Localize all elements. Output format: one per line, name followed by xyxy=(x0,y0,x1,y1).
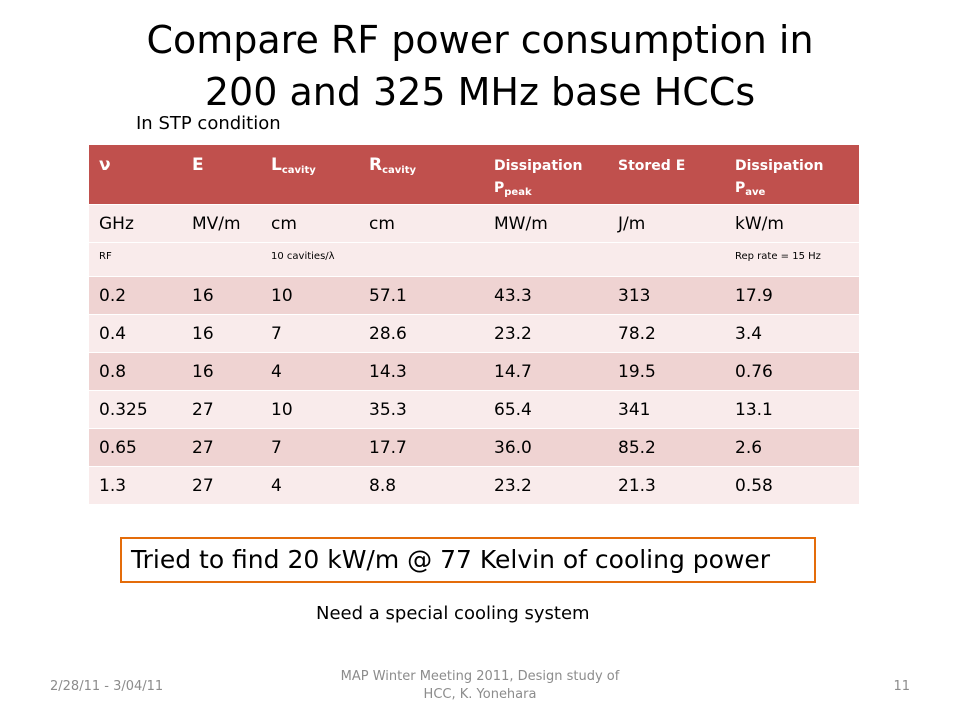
header-frequency: ν xyxy=(89,145,182,205)
table-cell: 14.7 xyxy=(484,352,608,391)
title-line-2: 200 and 325 MHz base HCCs xyxy=(204,70,756,114)
table-cell: 4 xyxy=(261,466,359,505)
note-cell: RF xyxy=(89,242,182,277)
table-cell: 0.58 xyxy=(725,466,859,505)
slide-title: Compare RF power consumption in 200 and … xyxy=(60,14,900,118)
table-cell: 4 xyxy=(261,352,359,391)
table-cell: 16 xyxy=(182,276,261,315)
note-cell xyxy=(484,242,608,277)
cooling-note: Need a special cooling system xyxy=(316,603,590,624)
table-cell: 13.1 xyxy=(725,390,859,429)
table-cell: 8.8 xyxy=(359,466,484,505)
table-cell: 0.325 xyxy=(89,390,182,429)
table-cell: 10 xyxy=(261,390,359,429)
units-cell: kW/m xyxy=(725,204,859,243)
header-dissipation-peak: Dissipation Ppeak xyxy=(484,145,608,205)
table-cell: 17.9 xyxy=(725,276,859,315)
note-cell xyxy=(608,242,725,277)
table-cell: 19.5 xyxy=(608,352,725,391)
note-cell: Rep rate = 15 Hz xyxy=(725,242,859,277)
table-cell: 43.3 xyxy=(484,276,608,315)
table-cell: 2.6 xyxy=(725,428,859,467)
table-row: 0.2 16 10 57.1 43.3 313 17.9 xyxy=(89,276,859,315)
footer-date: 2/28/11 - 3/04/11 xyxy=(50,679,164,694)
table-cell: 23.2 xyxy=(484,466,608,505)
footer-event: MAP Winter Meeting 2011, Design study of… xyxy=(340,669,620,702)
table-cell: 7 xyxy=(261,428,359,467)
table-row: 0.8 16 4 14.3 14.7 19.5 0.76 xyxy=(89,352,859,391)
table-header-row: ν E Lcavity Rcavity Dissipation Ppeak St… xyxy=(89,145,859,205)
table-cell: 16 xyxy=(182,352,261,391)
table-cell: 78.2 xyxy=(608,314,725,353)
table-row: 0.4 16 7 28.6 23.2 78.2 3.4 xyxy=(89,314,859,353)
note-cell xyxy=(182,242,261,277)
header-field: E xyxy=(182,145,261,205)
note-cell xyxy=(359,242,484,277)
table-cell: 27 xyxy=(182,466,261,505)
header-stored-energy: Stored E xyxy=(608,145,725,205)
table-cell: 10 xyxy=(261,276,359,315)
units-cell: J/m xyxy=(608,204,725,243)
table-cell: 7 xyxy=(261,314,359,353)
units-cell: MV/m xyxy=(182,204,261,243)
page-number: 11 xyxy=(893,679,910,694)
table-cell: 27 xyxy=(182,428,261,467)
table-cell: 341 xyxy=(608,390,725,429)
units-cell: GHz xyxy=(89,204,182,243)
table-cell: 0.2 xyxy=(89,276,182,315)
units-row: GHz MV/m cm cm MW/m J/m kW/m xyxy=(89,204,859,243)
table-cell: 0.4 xyxy=(89,314,182,353)
table-cell: 23.2 xyxy=(484,314,608,353)
header-l-cavity: Lcavity xyxy=(261,145,359,205)
units-cell: cm xyxy=(261,204,359,243)
table-cell: 65.4 xyxy=(484,390,608,429)
table-cell: 28.6 xyxy=(359,314,484,353)
table-cell: 57.1 xyxy=(359,276,484,315)
table-row: 1.3 27 4 8.8 23.2 21.3 0.58 xyxy=(89,466,859,505)
table-cell: 17.7 xyxy=(359,428,484,467)
cooling-power-callout: Tried to find 20 kW/m @ 77 Kelvin of coo… xyxy=(120,537,816,583)
header-dissipation-ave: Dissipation Pave xyxy=(725,145,859,205)
table-cell: 1.3 xyxy=(89,466,182,505)
table-cell: 27 xyxy=(182,390,261,429)
notes-row: RF 10 cavities/λ Rep rate = 15 Hz xyxy=(89,242,859,277)
table-row: 0.65 27 7 17.7 36.0 85.2 2.6 xyxy=(89,428,859,467)
units-cell: MW/m xyxy=(484,204,608,243)
table-cell: 313 xyxy=(608,276,725,315)
table-cell: 35.3 xyxy=(359,390,484,429)
note-cell: 10 cavities/λ xyxy=(261,242,359,277)
table-row: 0.325 27 10 35.3 65.4 341 13.1 xyxy=(89,390,859,429)
rf-power-table: ν E Lcavity Rcavity Dissipation Ppeak St… xyxy=(89,145,859,505)
header-r-cavity: Rcavity xyxy=(359,145,484,205)
table-cell: 0.76 xyxy=(725,352,859,391)
table-cell: 21.3 xyxy=(608,466,725,505)
table-cell: 0.8 xyxy=(89,352,182,391)
title-line-1: Compare RF power consumption in xyxy=(146,18,814,62)
table-cell: 3.4 xyxy=(725,314,859,353)
condition-label: In STP condition xyxy=(136,113,281,134)
table-cell: 85.2 xyxy=(608,428,725,467)
units-cell: cm xyxy=(359,204,484,243)
table-cell: 14.3 xyxy=(359,352,484,391)
table-cell: 16 xyxy=(182,314,261,353)
table-cell: 0.65 xyxy=(89,428,182,467)
table-cell: 36.0 xyxy=(484,428,608,467)
